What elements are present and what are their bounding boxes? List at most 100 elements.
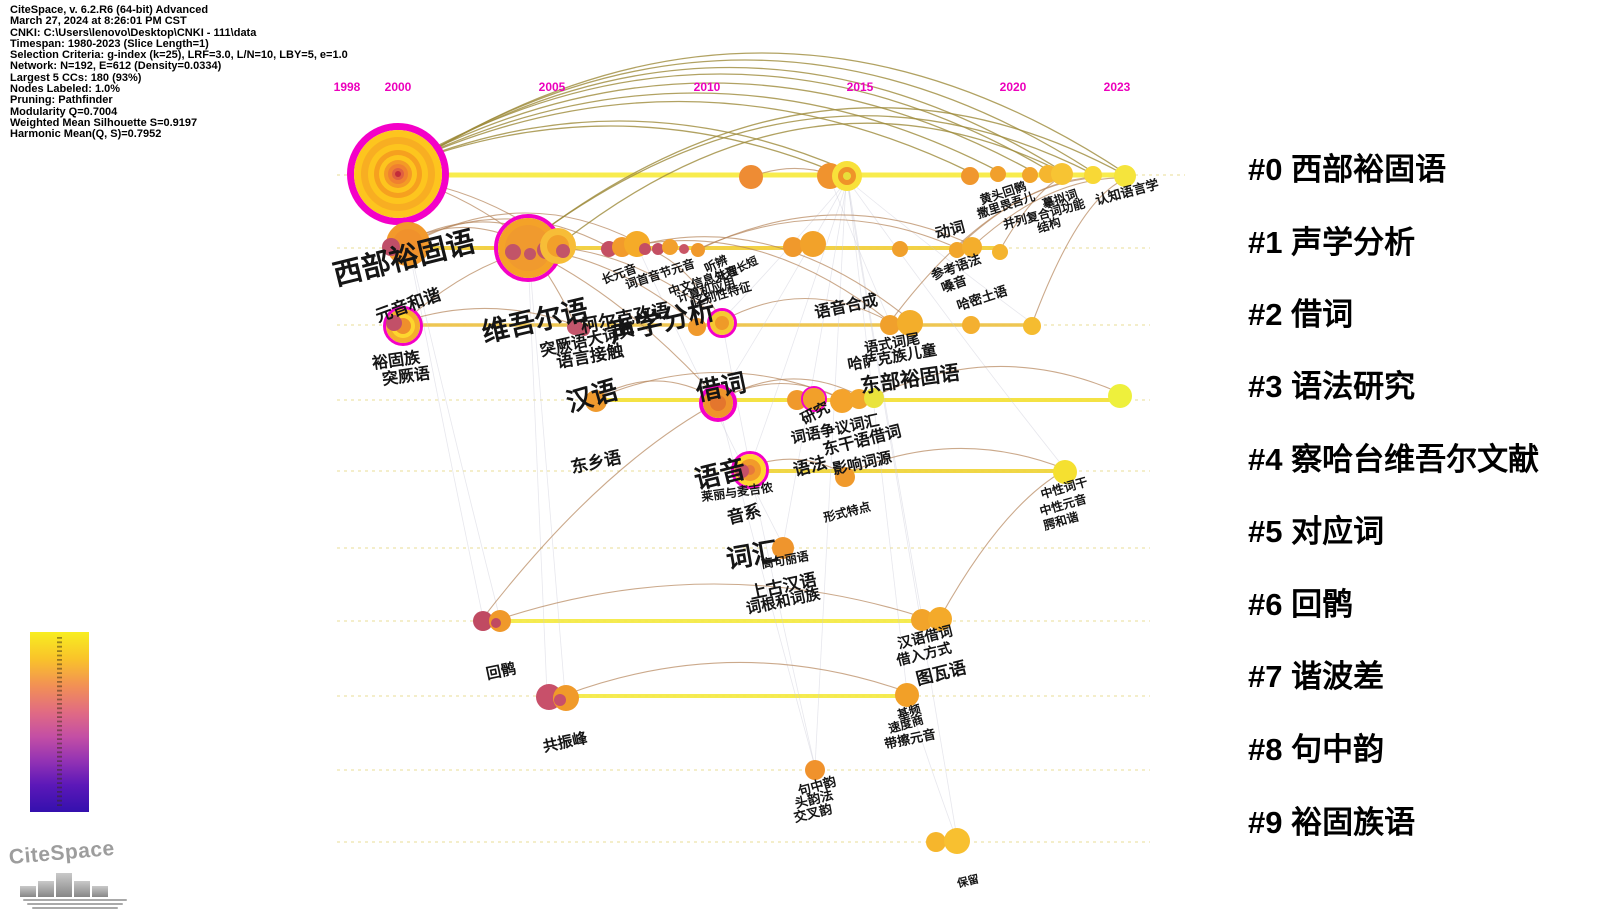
keyword-node[interactable] (911, 609, 933, 631)
cluster-label-8: #8 句中韵 (1248, 732, 1385, 767)
edge-arc (564, 661, 908, 696)
cocitation-edges (395, 52, 1126, 839)
keyword-node[interactable] (897, 310, 923, 336)
edge-arc (814, 181, 847, 768)
keyword-node[interactable] (691, 243, 705, 257)
keyword-node[interactable] (832, 161, 862, 191)
keyword-node[interactable] (578, 324, 590, 336)
edge-arc (1031, 178, 1126, 325)
keyword-label: 东乡语 (569, 447, 623, 477)
keyword-label: 图瓦语 (914, 658, 968, 689)
edge-arc (398, 92, 999, 172)
edge-arc (697, 219, 958, 250)
keyword-node[interactable] (556, 244, 570, 258)
keyword-node[interactable] (386, 315, 402, 331)
keyword-node[interactable] (928, 607, 952, 631)
analysis-parameter-line: Nodes Labeled: 1.0% (10, 83, 121, 96)
keyword-node[interactable] (585, 390, 607, 412)
keyword-node[interactable] (707, 308, 737, 338)
cluster-label-9: #9 裕固族语 (1248, 805, 1416, 840)
keyword-node[interactable] (783, 237, 803, 257)
edge-arc (482, 401, 719, 619)
year-tick-label: 2000 (385, 80, 412, 94)
edge-arc (830, 180, 891, 323)
keyword-node[interactable] (382, 238, 400, 256)
keyword-node[interactable] (524, 248, 536, 260)
edge-arc (527, 115, 1094, 243)
keyword-node[interactable] (1114, 165, 1136, 187)
burst-ring (347, 123, 449, 225)
keyword-node[interactable] (699, 384, 737, 422)
keyword-node[interactable] (892, 241, 908, 257)
keyword-node[interactable] (990, 166, 1006, 182)
keyword-node[interactable] (1053, 460, 1077, 484)
keyword-node[interactable] (992, 244, 1008, 260)
edge-arc (719, 378, 861, 401)
keyword-node[interactable] (772, 537, 794, 559)
year-tick-label: 2015 (847, 80, 874, 94)
keyword-node[interactable] (849, 389, 869, 409)
keyword-node[interactable] (540, 228, 576, 264)
keyword-node[interactable] (505, 244, 521, 260)
edge-arc (409, 248, 501, 620)
edge-arc (399, 82, 1031, 171)
keyword-node[interactable] (679, 244, 689, 254)
keyword-node[interactable] (735, 464, 749, 478)
analysis-parameter-line: Pruning: Pathfinder (10, 94, 113, 107)
edge-arc (847, 181, 908, 693)
edge-arc (562, 247, 723, 322)
edge-arc (528, 253, 566, 696)
keyword-node[interactable] (801, 386, 827, 412)
keyword-node[interactable] (473, 611, 493, 631)
cluster-label-1: #1 声学分析 (1248, 225, 1416, 260)
analysis-parameter-line: CiteSpace, v. 6.2.R6 (64-bit) Advanced (10, 4, 209, 16)
analysis-parameter-line: March 27, 2024 at 8:26:01 PM CST (10, 15, 187, 28)
edge-arc (395, 125, 831, 171)
keyword-node[interactable] (1108, 384, 1132, 408)
edge-arc (396, 120, 847, 171)
keyword-node[interactable] (491, 618, 501, 628)
analysis-parameter-line: Modularity Q=0.7004 (10, 105, 118, 118)
keyword-node[interactable] (864, 388, 884, 408)
keyword-node[interactable] (1051, 163, 1073, 185)
keyword-node[interactable] (962, 316, 980, 334)
keyword-node[interactable] (386, 222, 430, 266)
keyword-label: 共振峰 (541, 729, 590, 756)
cluster-label-3: #3 语法研究 (1248, 369, 1416, 404)
keyword-node[interactable] (1022, 167, 1038, 183)
cluster-label-4: #4 察哈台维吾尔文献 (1248, 442, 1540, 477)
keyword-node[interactable] (1084, 166, 1102, 184)
edge-arc (718, 405, 816, 768)
keyword-node[interactable] (949, 242, 965, 258)
keyword-node[interactable] (494, 214, 562, 282)
keyword-node[interactable] (800, 231, 826, 257)
keyword-node[interactable] (347, 123, 449, 225)
keyword-node[interactable] (962, 237, 982, 257)
cluster-label-5: #5 对应词 (1248, 514, 1385, 549)
keyword-node[interactable] (652, 243, 664, 255)
cluster-label-0: #0 西部裕固语 (1248, 152, 1447, 187)
keyword-node[interactable] (895, 683, 919, 707)
edge-arc (782, 181, 848, 546)
citespace-logo-book-icon (10, 899, 140, 909)
keyword-node[interactable] (554, 694, 566, 706)
keyword-node[interactable] (835, 467, 855, 487)
cluster-label-7: #7 谐波差 (1248, 659, 1385, 694)
keyword-node[interactable] (1023, 317, 1041, 335)
keyword-node[interactable] (830, 389, 854, 413)
keyword-node[interactable] (662, 239, 678, 255)
edge-arc (402, 59, 1094, 173)
keyword-node[interactable] (944, 828, 970, 854)
keyword-node[interactable] (639, 243, 651, 255)
analysis-parameter-line: Largest 5 CCs: 180 (93%) (10, 71, 142, 84)
keyword-node[interactable] (805, 760, 825, 780)
edge-arc (844, 447, 1066, 475)
edge-arc (562, 122, 1063, 243)
keyword-node[interactable] (688, 318, 706, 336)
keyword-node[interactable] (926, 832, 946, 852)
keyword-node[interactable] (739, 165, 763, 189)
keyword-node[interactable] (961, 167, 979, 185)
keyword-node[interactable] (880, 315, 900, 335)
